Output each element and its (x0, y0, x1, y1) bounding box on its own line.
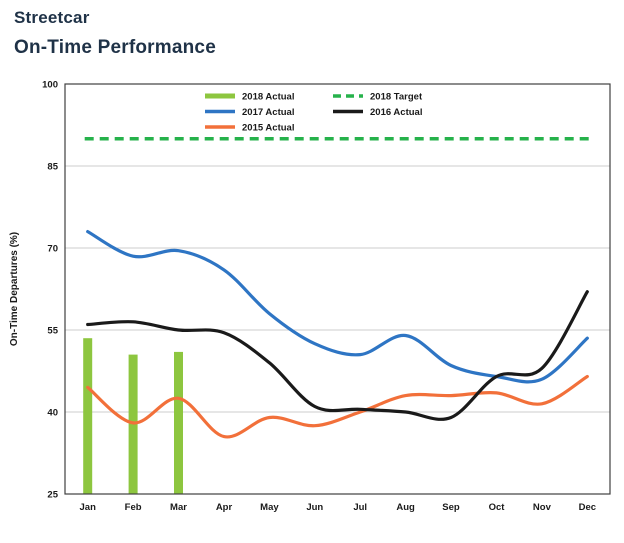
legend-label-2017-actual: 2017 Actual (242, 107, 294, 118)
x-tick-label-jun: Jun (306, 502, 323, 513)
plot-border (64, 83, 611, 495)
legend-label-2018-actual: 2018 Actual (242, 92, 294, 103)
x-tick-label-may: May (260, 502, 279, 513)
x-tick-label-jan: Jan (80, 502, 97, 513)
x-tick-label-nov: Nov (533, 502, 552, 513)
legend-label-2015-actual: 2015 Actual (242, 123, 294, 134)
x-tick-label-aug: Aug (396, 502, 415, 513)
y-tick-label-40: 40 (47, 408, 58, 419)
x-tick-label-apr: Apr (216, 502, 233, 513)
ontime-performance-chart: 25 40 55 70 85 100 Jan Feb Mar Apr May Jun Jul Aug Sep… (0, 59, 624, 534)
x-tick-label-oct: Oct (489, 502, 506, 513)
legend-item-2016-actual: 2016 Actual (333, 107, 422, 118)
y-axis-title: On-Time Departures (%) (9, 232, 20, 346)
page-subtitle: On-Time Performance (14, 37, 216, 58)
legend-label-2016-actual: 2016 Actual (370, 107, 422, 118)
legend-item-2015-actual: 2015 Actual (205, 123, 294, 134)
y-tick-label-70: 70 (47, 244, 58, 255)
series-line-2016-actual (86, 290, 589, 421)
legend-label-2018-target: 2018 Target (370, 92, 423, 103)
bar-2018-actual-jan (83, 338, 93, 494)
x-tick-label-dec: Dec (579, 502, 596, 513)
y-tick-label-85: 85 (47, 162, 58, 173)
bar-2018-actual-mar (174, 351, 183, 494)
y-tick-label-25: 25 (47, 490, 58, 501)
legend-item-2018-actual: 2018 Actual (205, 92, 294, 103)
x-tick-label-jul: Jul (353, 502, 367, 513)
legend-item-2017-actual: 2017 Actual (205, 107, 294, 118)
y-tick-label-100: 100 (42, 80, 58, 91)
page-header: Streetcar On-Time Performance (0, 0, 624, 59)
x-tick-label-mar: Mar (170, 502, 187, 513)
x-tick-label-feb: Feb (125, 502, 142, 513)
legend-item-2018-target: 2018 Target (333, 92, 423, 103)
page-title: Streetcar (14, 8, 90, 27)
series-line-2015-actual (86, 374, 589, 439)
chart-canvas: 25 40 55 70 85 100 Jan Feb Mar Apr May Jun Jul Aug Sep… (9, 80, 611, 513)
y-tick-label-55: 55 (47, 326, 58, 337)
x-tick-label-sep: Sep (442, 502, 460, 513)
series-line-2017-actual (86, 230, 589, 384)
